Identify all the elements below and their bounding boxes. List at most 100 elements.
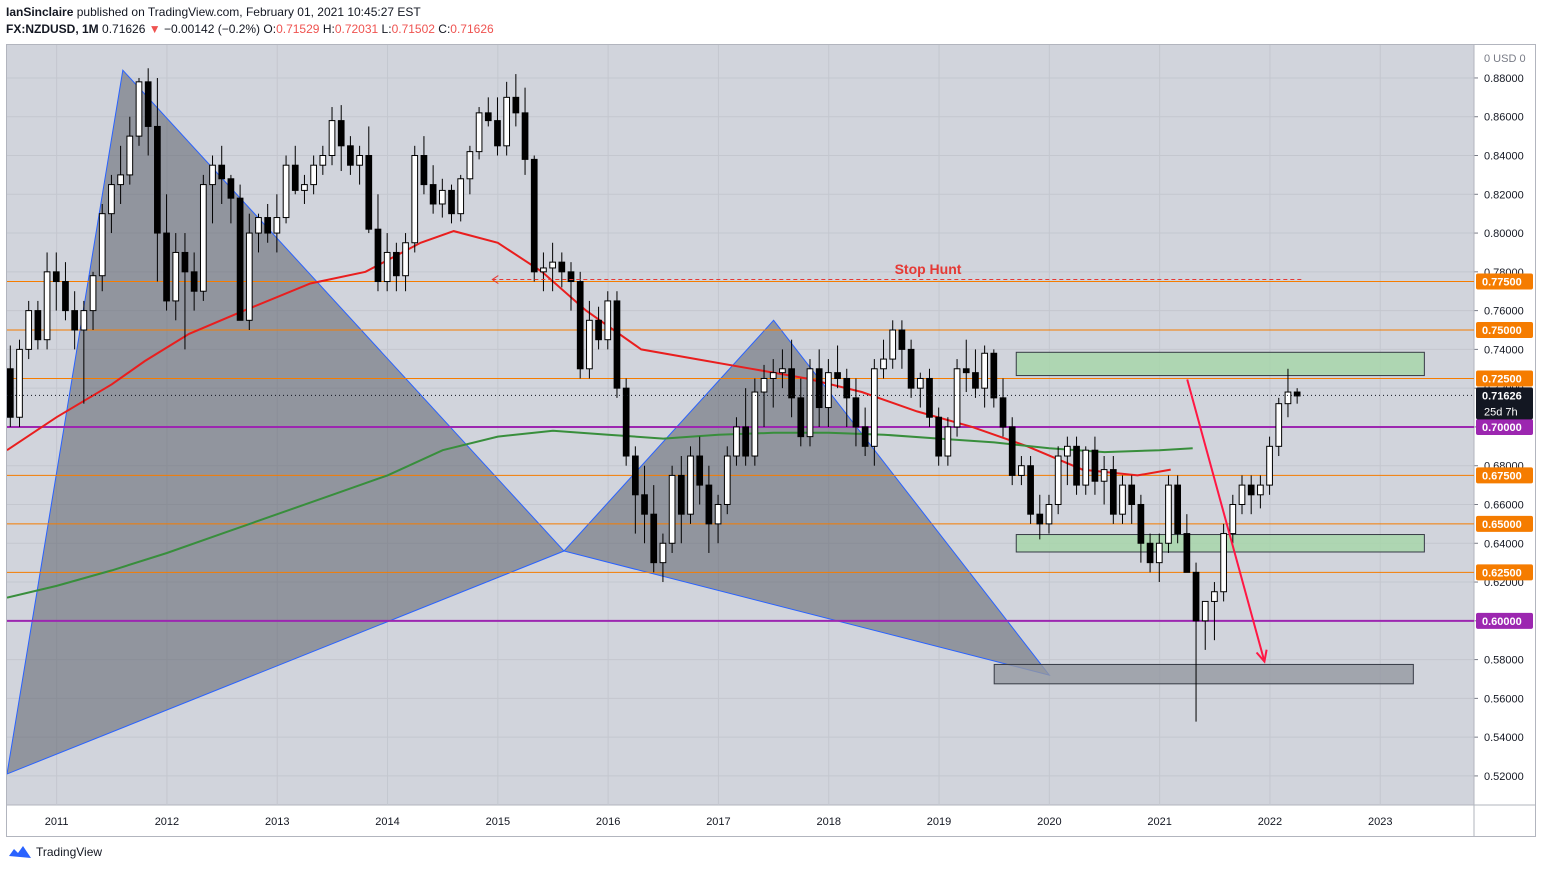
candle-bullish [475, 112, 483, 153]
time-tick-label: 2014 [375, 816, 399, 828]
candle-bullish [1082, 449, 1090, 486]
price-tick-label: 0.56000 [1484, 693, 1524, 705]
price-chart[interactable]: 0.880000.860000.840000.820000.800000.780… [7, 45, 1535, 836]
candle-bullish [402, 242, 409, 277]
candle-bearish [1137, 503, 1145, 544]
level-tag [1476, 564, 1533, 581]
projection-arrow-line [1186, 379, 1266, 662]
footer: TradingView [8, 844, 102, 860]
candle-bullish [723, 455, 731, 505]
current-price-label: 0.71626 [1482, 390, 1522, 402]
published-text: published on TradingView.com, February 0… [76, 5, 421, 19]
candle-bearish [420, 155, 428, 186]
time-tick-label: 2023 [1368, 816, 1392, 828]
candle-bullish [301, 184, 308, 191]
candles [7, 68, 1301, 722]
candle-bearish [1293, 391, 1301, 397]
candle-bearish [705, 484, 713, 525]
close-value: 0.71626 [450, 22, 494, 36]
candle-bearish [429, 184, 437, 205]
symbol-label[interactable]: FX:NZDUSD, 1M [6, 22, 99, 36]
candle-bearish [631, 455, 639, 496]
tradingview-logo-icon[interactable] [8, 844, 32, 860]
price-change: −0.00142 (−0.2%) [163, 22, 261, 36]
candle-bullish [981, 352, 988, 389]
candle-bearish [898, 329, 906, 350]
close-label: C: [438, 22, 451, 36]
candle-bearish [641, 494, 648, 515]
candle-bearish [834, 372, 841, 379]
candle-bullish [411, 155, 419, 244]
candle-bearish [484, 112, 492, 122]
candle-bearish [999, 397, 1007, 428]
candle-bearish [567, 271, 575, 283]
candle-bearish [852, 397, 860, 428]
candle-bearish [34, 310, 42, 341]
price-tick-label: 0.74000 [1484, 344, 1524, 356]
level-tag [1476, 515, 1533, 532]
price-tick-label: 0.58000 [1484, 655, 1524, 667]
time-tick-label: 2021 [1147, 816, 1171, 828]
level-tag-label: 0.72500 [1482, 373, 1522, 385]
candle-bullish [586, 319, 593, 370]
candle-bullish [466, 151, 474, 180]
candle-bullish [255, 217, 262, 234]
candle-bullish [779, 368, 786, 374]
candle-bullish [751, 391, 759, 457]
open-value: 0.71529 [276, 22, 320, 36]
time-axis: 2011 2012 2013 2014 2015 2016 2017 2018 2019 2020… [7, 45, 1535, 836]
candle-bullish [117, 174, 124, 186]
candle-bearish [7, 368, 14, 418]
candle-bullish [135, 81, 143, 137]
zone-rect [1015, 351, 1425, 377]
level-tag-label: 0.77500 [1482, 277, 1522, 289]
candle-bullish [540, 267, 547, 273]
countdown-label: 25d 7h [1484, 406, 1518, 418]
candle-bearish [576, 281, 584, 370]
candle-bullish [806, 368, 814, 438]
candle-bearish [1008, 426, 1016, 476]
candle-bullish [1165, 484, 1172, 544]
candle-bullish [25, 310, 33, 350]
candle-bearish [1073, 445, 1080, 486]
footer-brand[interactable]: TradingView [36, 845, 103, 859]
candle-bullish [549, 261, 556, 269]
candle-bullish [880, 358, 887, 370]
candle-bullish [1045, 503, 1053, 525]
candle-bullish [383, 251, 391, 283]
candle-bullish [769, 372, 777, 379]
publish-info: IanSinclaire published on TradingView.co… [6, 4, 494, 21]
open-label: O: [263, 22, 277, 36]
currency-label: 0 USD 0 [1484, 53, 1526, 65]
level-tag-label: 0.62500 [1482, 567, 1522, 579]
high-label: H: [322, 22, 335, 36]
candle-bearish [448, 189, 455, 215]
harmonic-triangle-bcd [563, 319, 1051, 676]
candle-bullish [1064, 445, 1071, 457]
chart-container[interactable]: 0.88000 0.86000 0.84000 0.82000 0.80000 0.780… [6, 44, 1536, 837]
candle-bullish [43, 271, 51, 341]
candle-bullish [604, 300, 612, 341]
down-arrow-icon: ▼ [148, 22, 161, 36]
publisher-name[interactable]: IanSinclaire [6, 5, 74, 19]
candle-bearish [347, 145, 354, 166]
candle-bearish [972, 372, 979, 389]
candle-bullish [1266, 445, 1273, 486]
candle-bullish [889, 329, 897, 360]
candle-bullish [356, 155, 363, 166]
candle-bullish [733, 426, 740, 457]
price-tick-label: 0.84000 [1484, 151, 1524, 163]
candle-bullish [1238, 484, 1246, 505]
high-value: 0.72031 [334, 22, 379, 36]
candle-bullish [825, 372, 832, 409]
candle-bearish [227, 178, 235, 199]
candle-bearish [154, 125, 161, 234]
candle-bullish [172, 251, 180, 302]
candle-bullish [1054, 455, 1062, 505]
level-tag [1476, 370, 1533, 387]
candle-bearish [1128, 484, 1136, 505]
level-tag [1476, 322, 1533, 338]
candle-bearish [1192, 571, 1200, 622]
candle-bearish [843, 377, 851, 399]
current-price-tag [1476, 387, 1533, 420]
